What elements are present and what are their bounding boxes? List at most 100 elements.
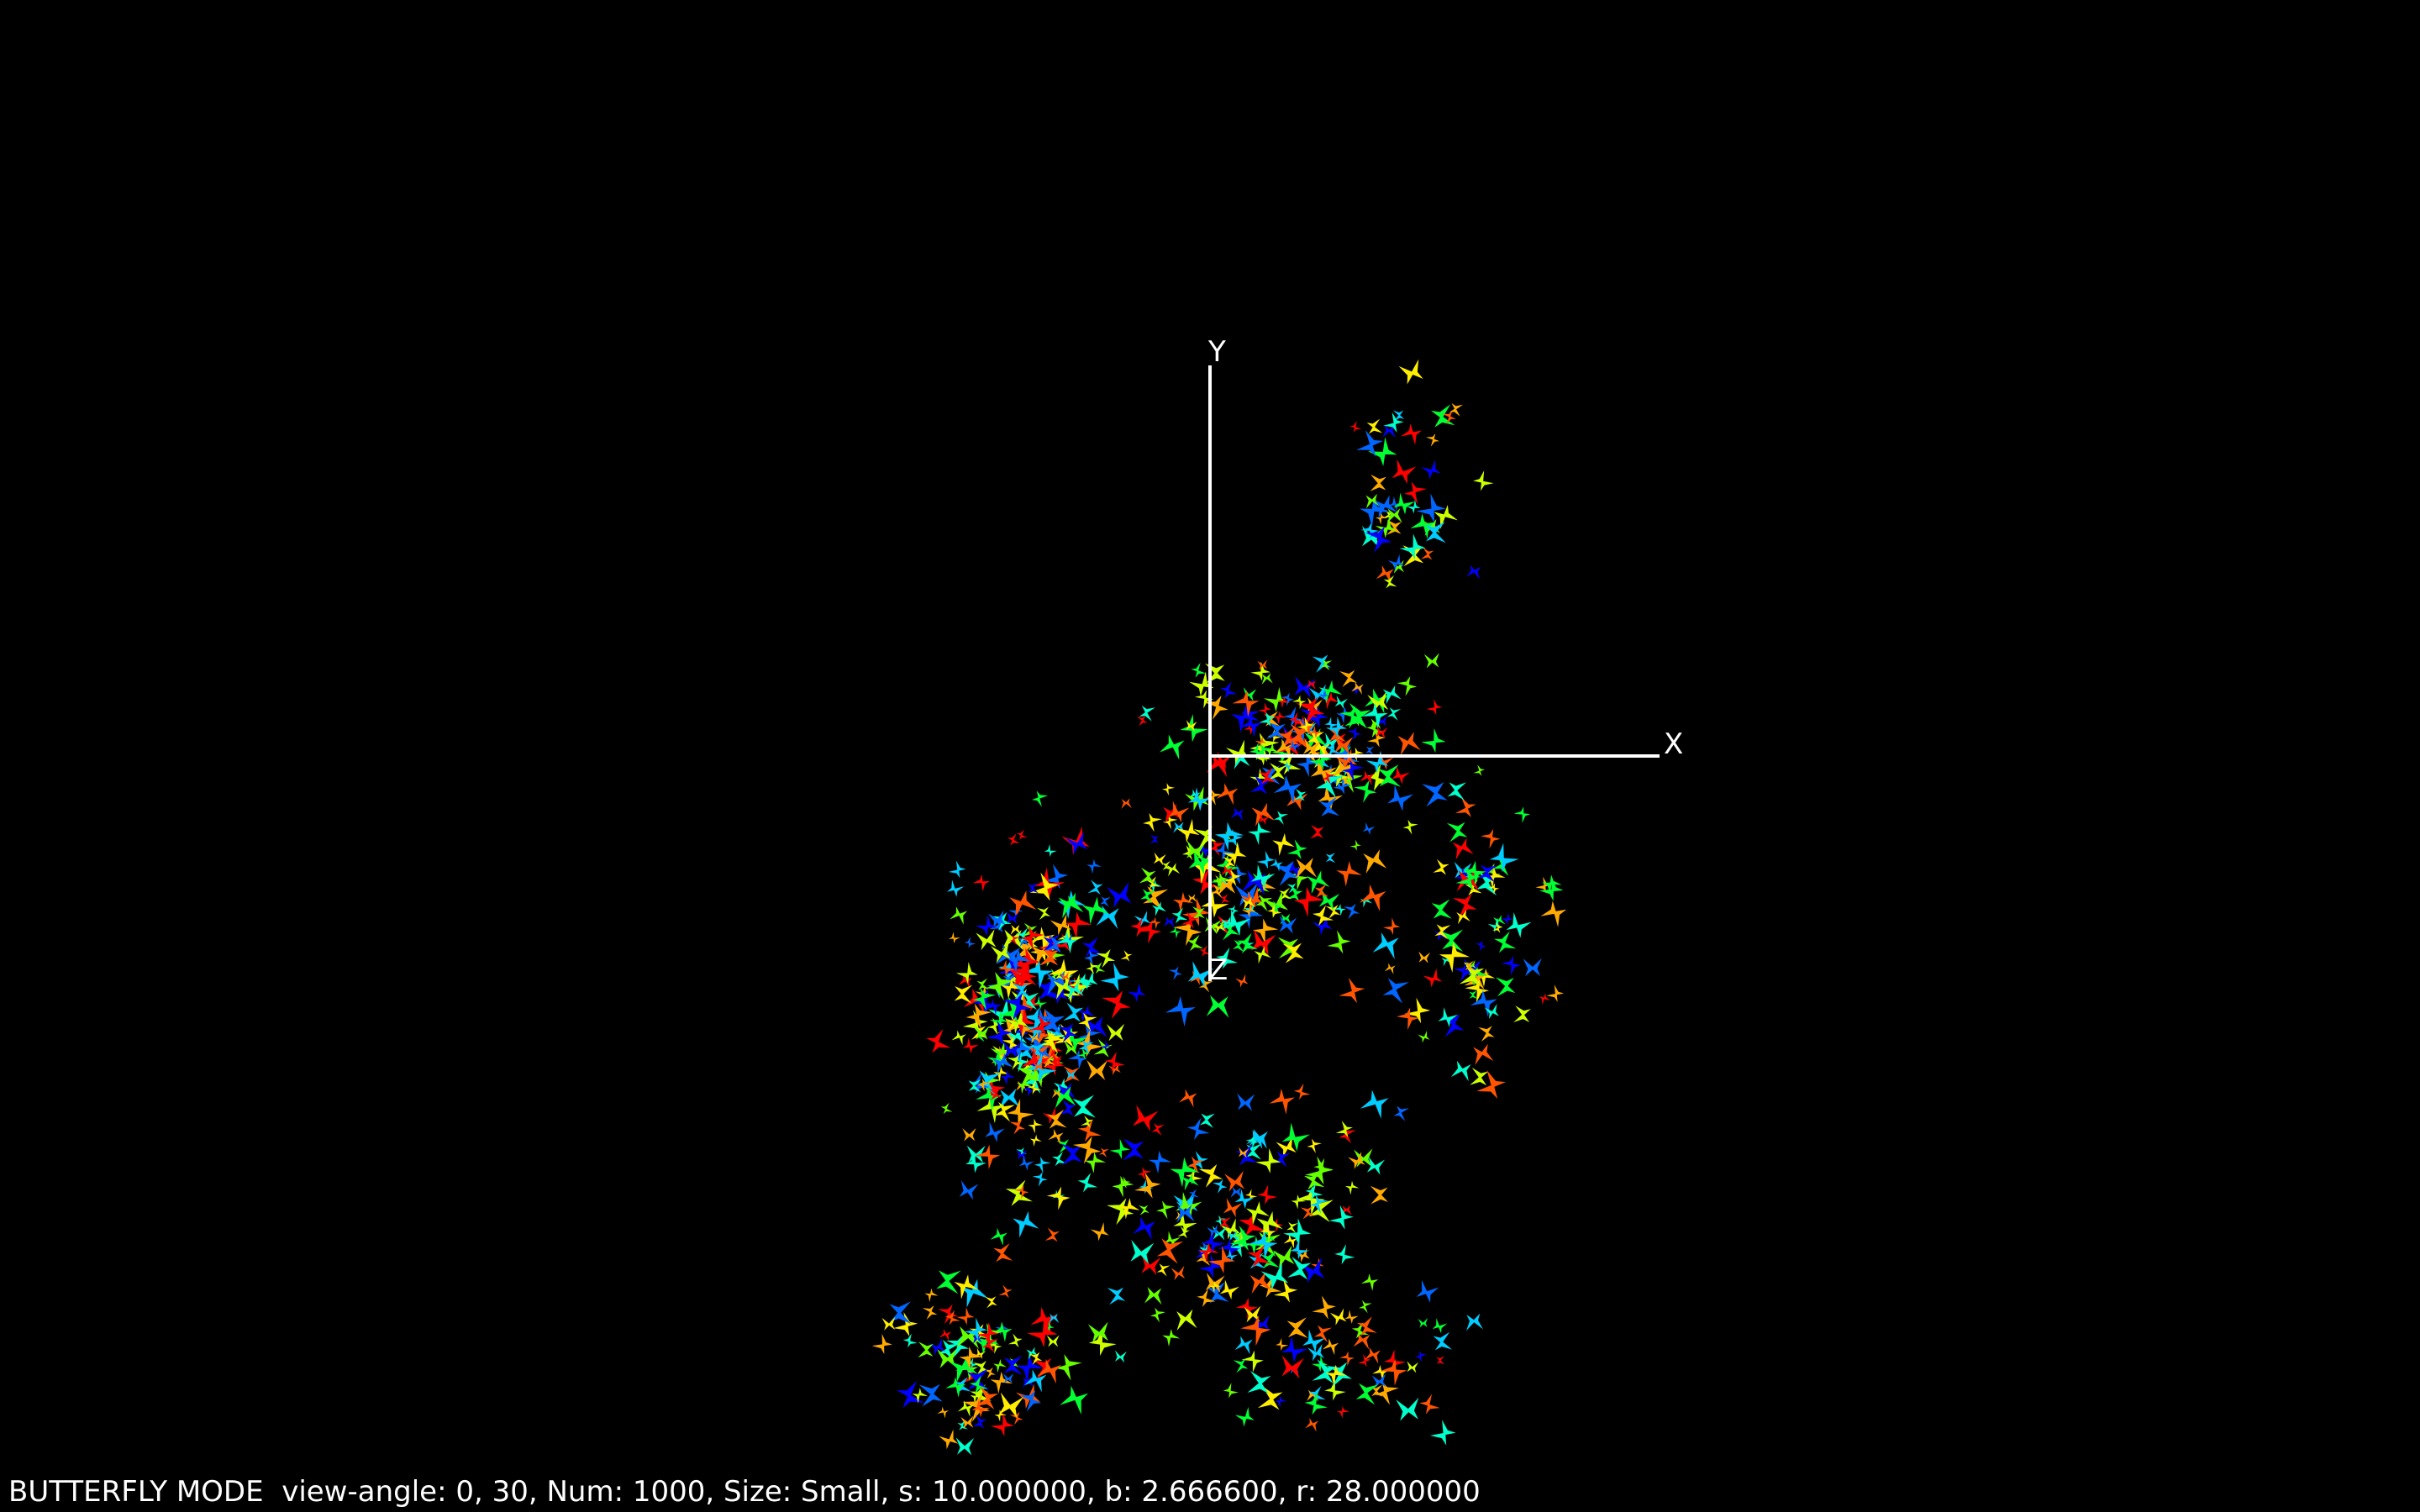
butterfly-particle [990,942,1012,963]
butterfly-particle [1260,1250,1280,1269]
butterfly-particle [1106,881,1132,908]
butterfly-particle [954,1274,979,1299]
butterfly-particle [1297,717,1314,733]
butterfly-particle [1002,1036,1020,1053]
butterfly-particle [1473,470,1494,491]
butterfly-particle [1022,1084,1035,1097]
butterfly-particle [1120,950,1133,962]
butterfly-particle [1006,948,1031,974]
butterfly-particle [1084,1016,1107,1040]
butterfly-particle [1318,796,1340,817]
butterfly-particle [1207,838,1226,857]
butterfly-particle [1513,806,1531,823]
butterfly-particle [1286,839,1307,860]
butterfly-particle [1008,1051,1030,1073]
butterfly-particle [1277,726,1301,748]
butterfly-particle [1313,1158,1333,1177]
butterfly-particle [1031,940,1058,968]
butterfly-particle [1318,689,1329,701]
butterfly-particle [1168,966,1182,980]
butterfly-particle [988,1088,1002,1101]
butterfly-particle [1439,1013,1465,1037]
butterfly-particle [1376,565,1394,584]
butterfly-particle [1137,1167,1152,1181]
butterfly-particle [950,1354,978,1383]
butterfly-particle [1029,1134,1042,1147]
butterfly-particle [1181,911,1199,929]
butterfly-particle [1171,907,1188,924]
butterfly-particle [1213,1179,1228,1194]
butterfly-particle [1402,819,1418,835]
butterfly-particle [964,937,976,948]
butterfly-particle [975,914,997,937]
butterfly-particle [1235,974,1249,988]
butterfly-particle [1363,849,1387,874]
butterfly-particle [1433,1331,1453,1351]
butterfly-particle [1339,977,1365,1004]
butterfly-particle [1489,843,1519,873]
butterfly-particle [1247,1370,1271,1394]
butterfly-particle [939,1329,952,1341]
butterfly-particle [1019,1389,1042,1412]
butterfly-particle [1114,1350,1127,1363]
butterfly-particle [1009,1411,1023,1425]
butterfly-particle [948,860,966,879]
butterfly-particle [1487,883,1500,895]
butterfly-particle [1349,839,1361,851]
butterfly-particle [1007,1098,1034,1126]
butterfly-particle [1061,827,1090,855]
butterfly-particle [1362,525,1384,549]
butterfly-particle [1224,829,1244,848]
butterfly-particle [1144,1287,1162,1305]
butterfly-particle [1188,849,1213,875]
butterfly-particle [1281,692,1295,706]
butterfly-particle [1258,702,1271,716]
butterfly-particle [1028,882,1039,894]
butterfly-particle [998,954,1025,980]
butterfly-particle [999,1088,1020,1109]
butterfly-particle [1539,877,1564,901]
butterfly-particle [1086,1059,1107,1080]
butterfly-particle [986,1017,1005,1036]
butterfly-particle [976,1084,1002,1112]
butterfly-particle [1054,1086,1076,1109]
butterfly-particle [1473,1043,1494,1065]
butterfly-particle [998,959,1016,977]
butterfly-particle [966,1145,986,1163]
butterfly-particle [1056,1139,1071,1153]
butterfly-particle [962,1037,979,1054]
butterfly-particle [926,1029,951,1053]
butterfly-particle [1229,1225,1256,1251]
butterfly-particle [1136,715,1148,727]
butterfly-particle [1017,1077,1034,1095]
butterfly-particle [1134,1172,1161,1199]
butterfly-particle [968,1079,981,1093]
butterfly-particle [1312,1359,1338,1383]
butterfly-particle [947,879,965,897]
butterfly-particle [964,1317,988,1341]
butterfly-particle [975,1070,1001,1095]
butterfly-particle [1170,1157,1200,1188]
butterfly-particle [1312,1295,1336,1320]
butterfly-particle [939,1429,959,1450]
butterfly-particle [1186,934,1204,952]
butterfly-particle [1432,1318,1448,1334]
butterfly-particle [1023,1369,1047,1393]
butterfly-particle [1234,1406,1255,1427]
butterfly-particle [1416,1279,1439,1303]
butterfly-particle [960,1415,974,1429]
butterfly-particle [1393,492,1415,515]
butterfly-particle [1164,1231,1181,1248]
butterfly-particle [1063,1002,1084,1022]
butterfly-particle [1018,1155,1034,1171]
butterfly-particle [1016,1149,1027,1160]
butterfly-particle [1162,1328,1181,1347]
status-bar: BUTTERFLY MODE view-angle: 0, 30, Num: 1… [8,1475,1481,1509]
butterfly-particle [1198,1253,1223,1278]
butterfly-particle [1481,828,1501,849]
butterfly-particle [1102,990,1131,1020]
butterfly-particle [940,1102,953,1115]
butterfly-particle [1275,1395,1287,1408]
butterfly-particle [1382,685,1402,705]
